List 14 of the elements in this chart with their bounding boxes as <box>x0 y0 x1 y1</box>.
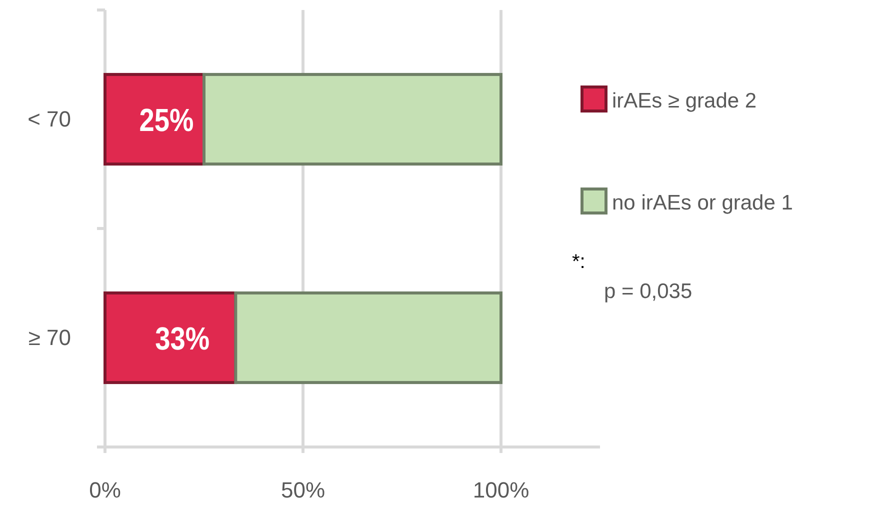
x-tick-label: 0% <box>89 478 121 503</box>
bar <box>234 291 502 384</box>
bar <box>104 72 206 166</box>
y-tick-label: < 70 <box>28 106 71 132</box>
bar <box>202 72 502 166</box>
annotation: *: <box>572 251 586 273</box>
y-tick-label: ≥ 70 <box>28 324 71 350</box>
legend-label: no irAEs or grade 1 <box>612 192 793 215</box>
x-tick-label: 100% <box>472 478 530 503</box>
data-label: 33% <box>155 321 210 357</box>
x-tick-label: 50% <box>280 478 326 503</box>
legend-label: irAEs ≥ grade 2 <box>612 90 757 113</box>
text: p = 0,035 <box>604 280 692 303</box>
data-label: 25% <box>139 102 194 138</box>
